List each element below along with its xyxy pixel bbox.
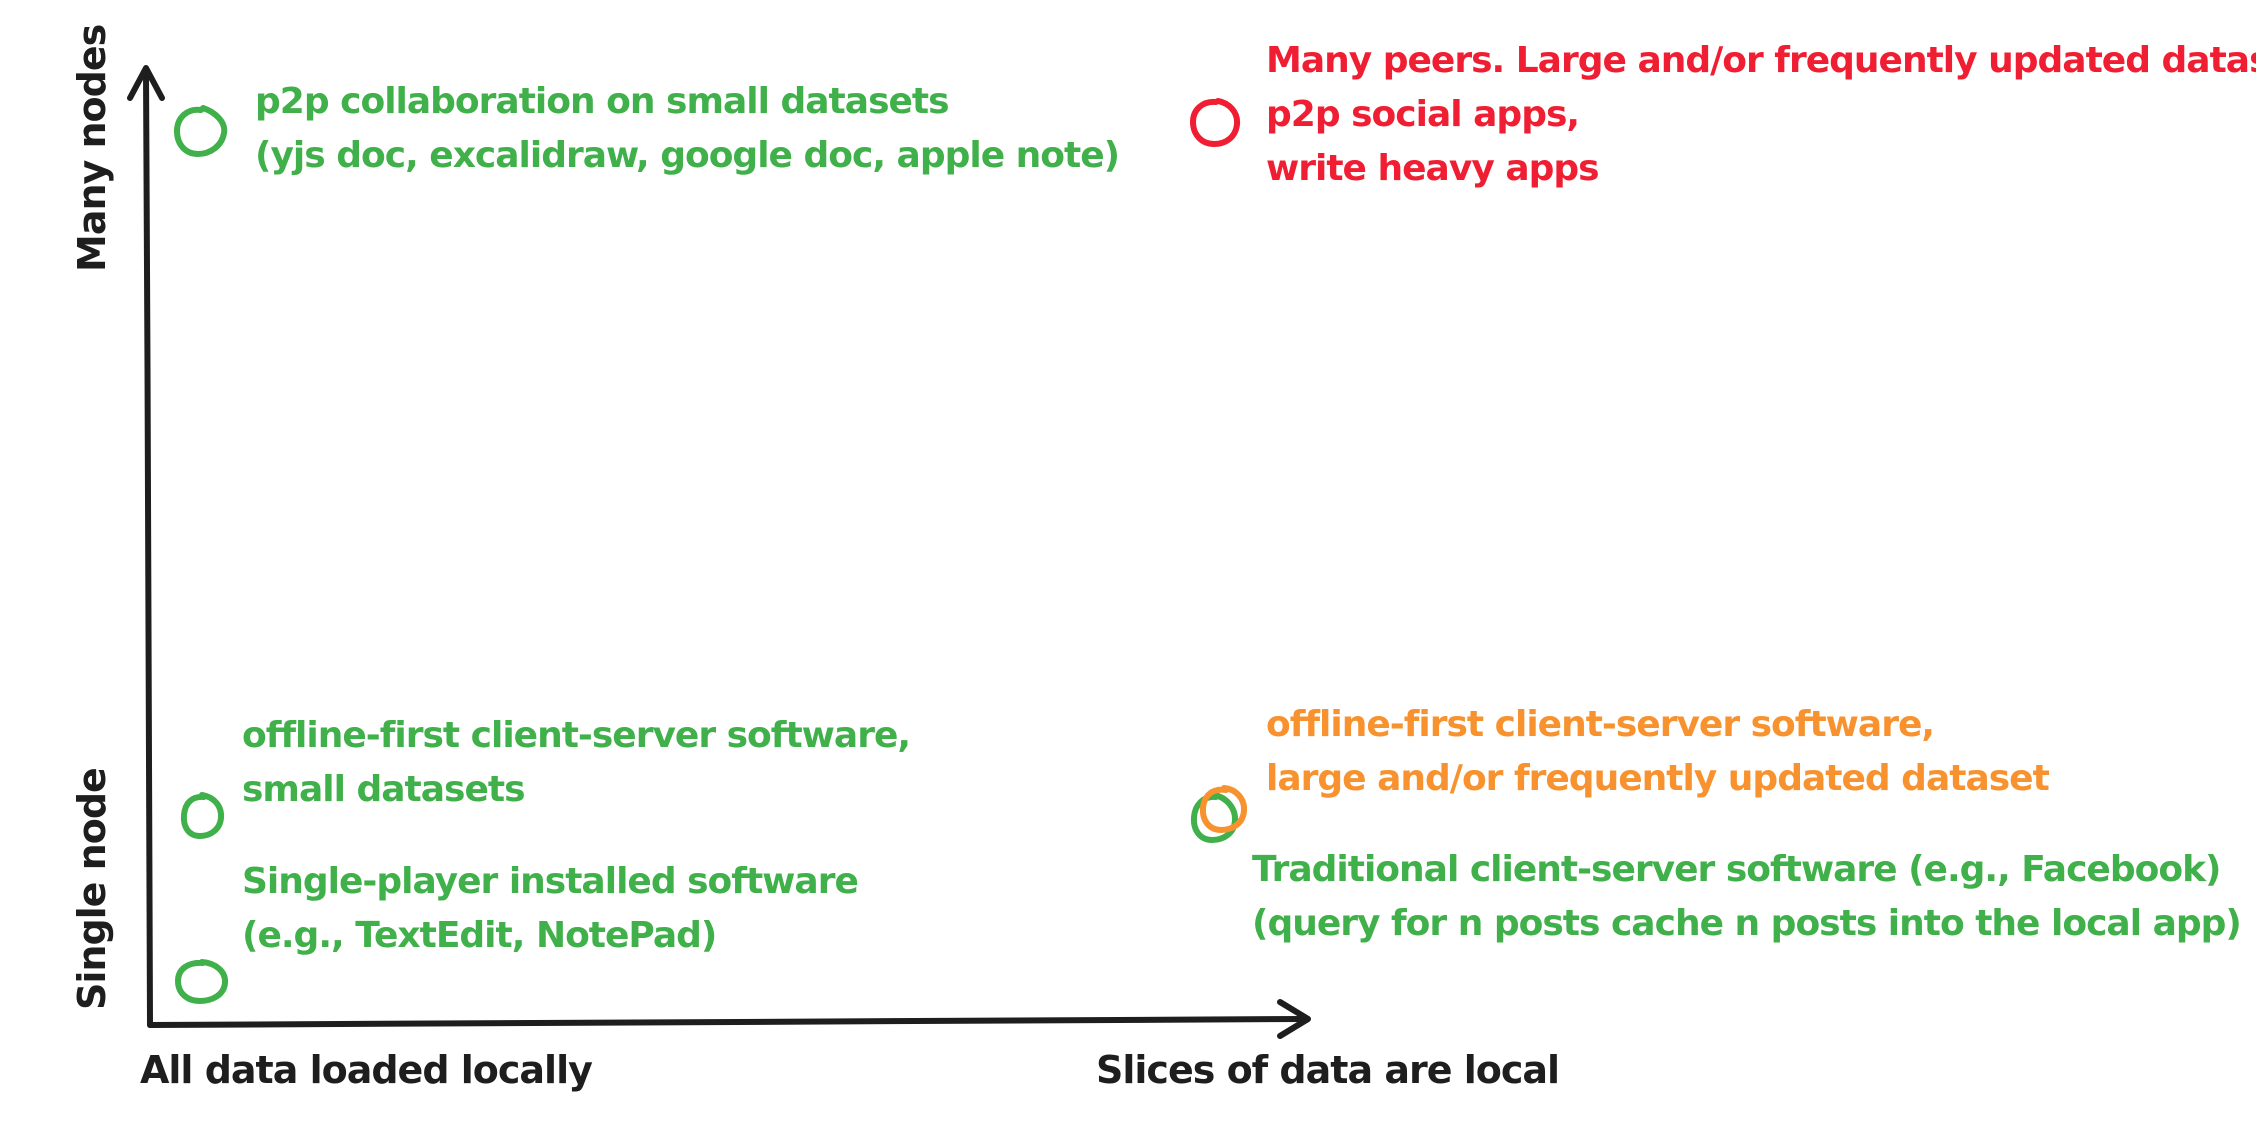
marker-offline-small	[180, 792, 225, 840]
y-axis-line	[143, 69, 153, 1028]
label-p2p-large: Many peers. Large and/or frequently upda…	[1266, 34, 2256, 196]
label-line: offline-first client-server software,	[242, 715, 911, 756]
marker-p2p-large	[1189, 98, 1241, 148]
marker-single-player	[174, 959, 229, 1005]
label-line: p2p collaboration on small datasets	[255, 81, 950, 122]
x-axis-line	[147, 1016, 1308, 1028]
y-axis-arrowhead	[127, 65, 165, 101]
label-offline-small: offline-first client-server software, sm…	[242, 709, 911, 817]
label-single-player: Single-player installed software (e.g., …	[242, 855, 859, 963]
label-line: Single-player installed software	[242, 861, 859, 902]
label-line: Traditional client-server software (e.g.…	[1252, 849, 2221, 890]
x-axis-right-label: Slices of data are local	[1096, 1048, 1560, 1092]
marker-offline-large	[1199, 785, 1248, 834]
label-offline-large: offline-first client-server software, la…	[1266, 698, 2050, 806]
y-axis-bottom-label: Single node	[70, 768, 114, 1010]
label-line: Many peers. Large and/or frequently upda…	[1266, 40, 2256, 81]
label-line: (e.g., TextEdit, NotePad)	[242, 915, 717, 956]
marker-traditional	[1190, 792, 1239, 844]
x-axis-left-label: All data loaded locally	[140, 1048, 593, 1092]
label-line: p2p social apps,	[1266, 94, 1580, 135]
marker-p2p-small	[173, 105, 228, 158]
y-axis-top-label: Many nodes	[70, 24, 114, 272]
x-axis-arrowhead	[1277, 999, 1311, 1039]
label-line: large and/or frequently updated dataset	[1266, 758, 2050, 799]
label-line: (yjs doc, excalidraw, google doc, apple …	[255, 135, 1120, 176]
label-line: small datasets	[242, 769, 526, 810]
label-line: write heavy apps	[1266, 148, 1600, 189]
label-traditional: Traditional client-server software (e.g.…	[1252, 843, 2242, 951]
label-line: offline-first client-server software,	[1266, 704, 1935, 745]
label-line: (query for n posts cache n posts into th…	[1252, 903, 2242, 944]
label-p2p-small: p2p collaboration on small datasets (yjs…	[255, 75, 1120, 183]
